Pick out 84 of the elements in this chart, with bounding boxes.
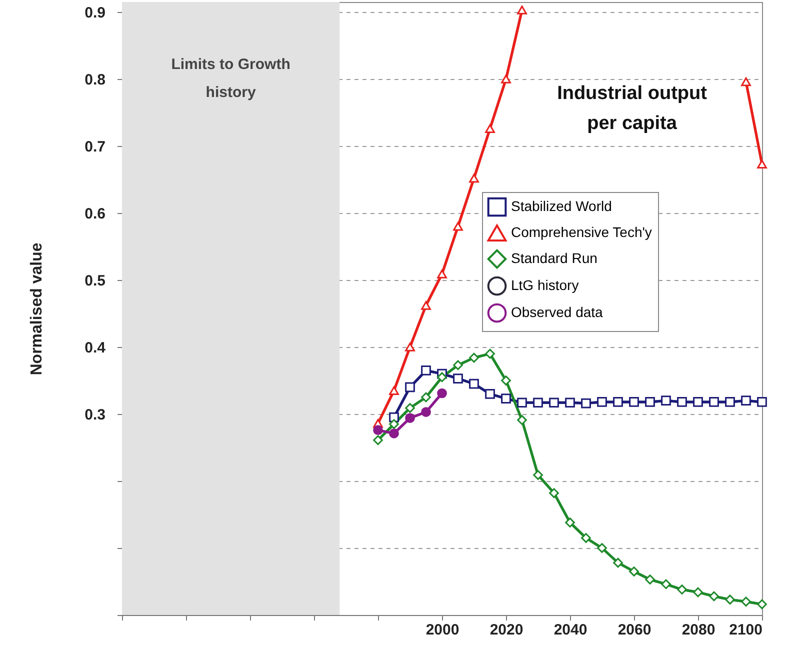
point [421,366,431,376]
point [389,428,399,438]
point [565,518,575,528]
point [517,398,527,408]
point [597,397,607,407]
y-tick-label: 0.6 [84,206,106,223]
point [709,591,719,602]
point [549,488,559,498]
point [389,419,399,429]
point [693,397,703,407]
point [373,435,383,446]
point [709,397,719,407]
point [533,398,543,408]
y-axis-title: Normalised value [28,242,46,376]
point [757,599,767,610]
point [437,270,447,278]
legend-label: LtG history [511,277,579,293]
x-tick-label: 2060 [618,622,652,638]
point [501,74,511,84]
legend-label: Comprehensive Tech'y [511,224,652,240]
point [469,378,479,389]
band-label: Limits to Growth history [171,56,290,101]
point [469,352,479,363]
y-tick-label: 0.5 [84,272,106,290]
point [661,579,671,590]
point [437,388,447,398]
x-tick-label: 2080 [682,622,716,638]
point [677,584,687,594]
point [485,348,495,359]
point [741,596,751,607]
point [693,587,703,598]
point [437,372,447,382]
point [517,415,527,425]
y-tick-label: 0.3 [84,406,106,424]
point [725,594,735,605]
point [485,388,495,399]
point [757,397,767,407]
point [517,6,527,14]
point [453,374,463,384]
x-tick-label: 2000 [426,622,460,638]
point [661,396,671,406]
point [405,382,415,392]
point [485,124,495,133]
point [741,77,751,86]
point [421,407,431,417]
point [645,574,655,584]
y-tick-label: 0.7 [84,138,106,156]
x-tick-label: 2020 [490,622,524,638]
point [565,398,575,408]
y-tick-label: 0.8 [84,72,106,89]
x-tick-label: 2100 [729,622,762,638]
point [501,394,511,404]
point [613,397,623,407]
point [389,386,399,395]
legend-label: Observed data [511,304,604,320]
y-tick-label: 0.4 [84,340,106,357]
legend-label: Standard Run [511,250,598,266]
point [469,174,479,183]
y-tick-label: 0.9 [84,4,106,22]
point [453,360,463,370]
point [373,425,383,436]
point [453,222,463,231]
point [757,160,767,168]
point [405,403,415,413]
legend-label: Stabilized World [511,198,612,214]
point [629,566,639,576]
x-tick-label: 2040 [554,622,588,638]
point [613,558,623,568]
point [421,392,431,402]
point [533,470,543,480]
point [597,543,607,553]
point [501,376,511,386]
point [549,398,559,408]
point [421,301,431,310]
point [645,397,655,407]
point [677,397,687,407]
point [581,533,591,543]
point [741,396,751,406]
point [581,398,591,408]
point [629,397,639,407]
point [405,413,415,423]
annotation: Industrial output per capita [557,83,708,134]
point [725,397,735,407]
point [405,342,415,352]
